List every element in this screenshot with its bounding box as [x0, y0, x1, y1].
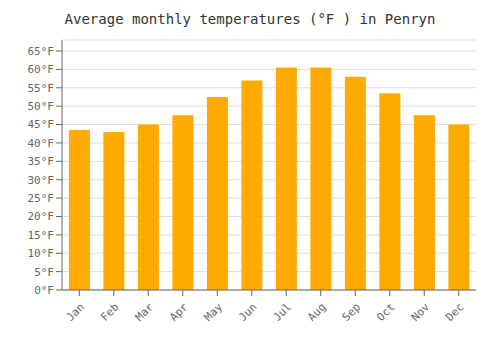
svg-text:20°F: 20°F	[28, 210, 55, 223]
svg-text:65°F: 65°F	[28, 45, 55, 58]
html-text:Average monthly temperatures (: Average monthly temperatures (°F ) in Pe…	[64, 11, 436, 27]
svg-text:5°F: 5°F	[34, 266, 54, 279]
svg-text:25°F: 25°F	[28, 192, 55, 205]
svg-text:40°F: 40°F	[28, 137, 55, 150]
svg-text:55°F: 55°F	[28, 82, 55, 95]
svg-text:Feb: Feb	[98, 301, 121, 324]
svg-text:35°F: 35°F	[28, 155, 55, 168]
svg-text:Apr: Apr	[167, 300, 191, 324]
svg-text:50°F: 50°F	[28, 100, 55, 113]
svg-text:Nov: Nov	[409, 300, 433, 324]
svg-text:Sep: Sep	[340, 301, 363, 324]
svg-text:0°F: 0°F	[34, 284, 54, 297]
svg-text:30°F: 30°F	[28, 174, 55, 187]
svg-text:Oct: Oct	[374, 301, 397, 324]
svg-text:Jun: Jun	[236, 301, 259, 324]
svg-text:15°F: 15°F	[28, 229, 55, 242]
svg-text:60°F: 60°F	[28, 63, 55, 76]
svg-text:Jan: Jan	[64, 301, 87, 324]
svg-text:Aug: Aug	[305, 301, 328, 324]
svg-text:10°F: 10°F	[28, 247, 55, 260]
svg-text:Dec: Dec	[443, 301, 466, 324]
svg-text:Jul: Jul	[271, 301, 294, 324]
svg-text:Mar: Mar	[133, 300, 157, 324]
svg-text:May: May	[202, 300, 226, 324]
svg-text:45°F: 45°F	[28, 118, 55, 131]
